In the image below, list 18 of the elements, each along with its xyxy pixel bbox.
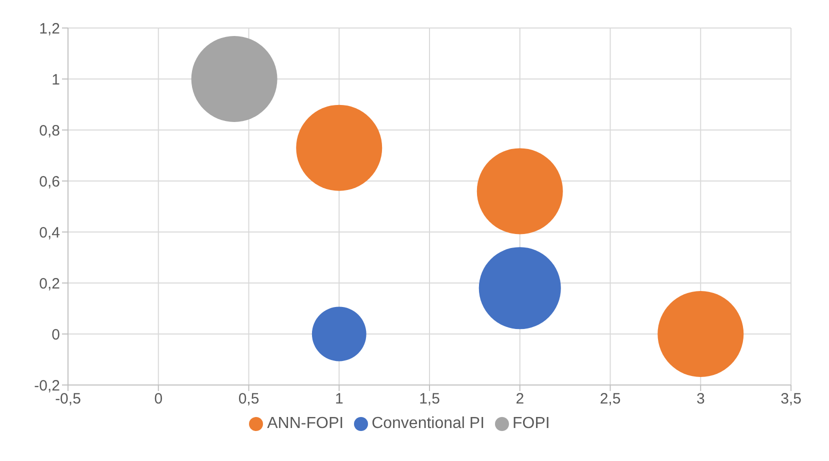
- y-tick-label: 0,8: [39, 122, 60, 140]
- x-tick-label: 0: [154, 390, 163, 408]
- y-tick-label: 0,4: [39, 224, 60, 242]
- y-tick-label: 0,2: [39, 275, 60, 292]
- x-tick-label: 2,5: [600, 390, 621, 408]
- y-tick-label: 1: [52, 71, 60, 88]
- x-tick-label: 3,5: [780, 390, 802, 408]
- x-tick-label: 2: [516, 390, 524, 408]
- x-tick-label: 3: [696, 390, 705, 408]
- legend-label: Conventional PI: [372, 415, 485, 432]
- legend-label: FOPI: [512, 415, 550, 432]
- x-tick-label: 1: [334, 390, 344, 408]
- y-tick-label: 0: [52, 326, 60, 344]
- x-tick-label: 1,5: [419, 390, 440, 408]
- y-tick-label: 1,2: [39, 20, 60, 38]
- legend-label: ANN-FOPI: [267, 415, 344, 432]
- x-tick-label: 0,5: [238, 390, 260, 408]
- y-tick-label: 0,6: [39, 173, 60, 190]
